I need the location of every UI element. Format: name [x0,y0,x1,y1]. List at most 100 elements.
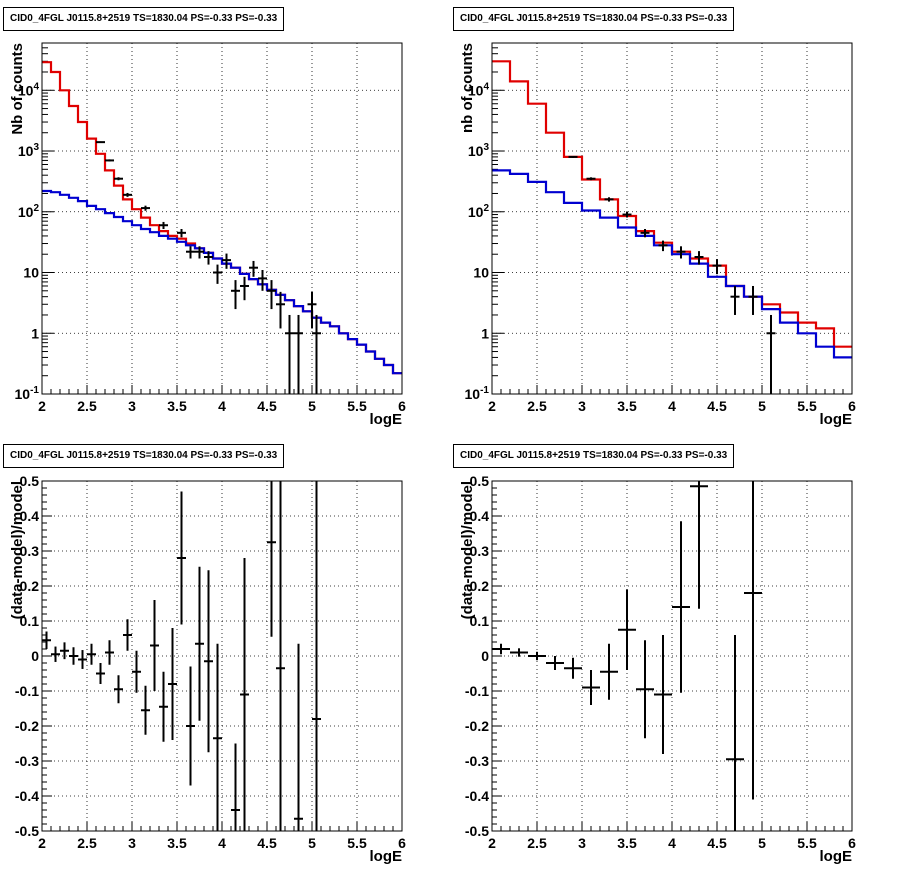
data-point [186,246,195,259]
y-tick-label: 0.3 [20,543,40,559]
data-point [69,647,78,665]
x-tick-label: 3 [578,398,586,414]
y-axis-label: Nb of counts [9,43,26,135]
y-tick-label: 0.1 [20,613,40,629]
x-tick-label: 2 [488,398,496,414]
x-tick-label: 4.5 [707,835,727,851]
y-tick-label: -0.4 [15,788,39,804]
x-tick-label: 2.5 [527,398,547,414]
x-tick-label: 2.5 [527,835,547,851]
x-axis-label: logE [370,411,403,428]
y-tick-label: 102 [18,203,40,220]
data-point [546,656,564,670]
data-point [604,197,614,202]
y-tick-label: 10 [23,265,39,281]
x-tick-label: 3.5 [167,398,187,414]
data-point [78,650,87,669]
data-point [51,646,60,662]
panel-4-title: CID0_4FGL J0115.8+2519 TS=1830.04 PS=-0.… [453,444,735,468]
data-point [676,246,686,259]
data-point [114,675,123,704]
data-point [141,205,150,211]
data-point [123,192,132,197]
plot-frame [491,42,853,395]
data-point [564,657,582,679]
data-point [492,643,510,655]
data-point [177,229,186,238]
data-point [42,631,51,649]
data-point [694,251,704,265]
data-point [258,269,267,291]
data-point [222,253,231,269]
data-point [276,291,285,329]
data-point [712,259,722,275]
x-tick-label: 4 [218,398,226,414]
data-point [726,635,744,831]
data-point [195,246,204,259]
data-point [582,670,600,705]
x-axis-label: logE [820,848,853,865]
data-point [267,280,276,310]
x-tick-label: 5.5 [797,398,817,414]
data-point [600,643,618,700]
x-tick-label: 2.5 [77,835,97,851]
data-point [114,177,123,181]
plot-frame [491,480,853,832]
x-tick-label: 4.5 [257,835,277,851]
data-point [285,314,294,394]
chart-panel-2: 2 2.5 3 3.5 4 4.5 5 5.5 6 10-1 1 10 102 103 104 logE nb … [459,42,856,428]
y-tick-label: -0.5 [15,823,39,839]
x-tick-label: 5 [758,398,766,414]
y-tick-label: 104 [468,81,490,98]
panel-3-title: CID0_4FGL J0115.8+2519 TS=1830.04 PS=-0.… [3,444,285,468]
y-tick-label: 0.2 [20,578,40,594]
data-point [195,566,204,721]
data-point [622,211,632,218]
data-point [307,291,317,329]
y-tick-label: 1 [481,325,489,341]
model-component-line [492,169,852,359]
y-tick-label: 0.5 [470,473,490,489]
data-point [312,481,321,831]
y-tick-label: -0.2 [15,718,39,734]
y-tick-label: 0 [481,648,489,664]
data-point [231,280,240,310]
data-point [276,481,285,831]
y-axis-label: (data-model)/model [459,481,476,619]
data-point [636,640,654,739]
x-tick-label: 6 [848,398,856,414]
data-point [168,628,177,740]
data-point [213,643,222,831]
x-tick-label: 4.5 [257,398,277,414]
y-tick-label: 0.5 [20,473,40,489]
data-point [618,589,636,670]
x-tick-label: 4 [668,398,676,414]
x-tick-label: 2 [38,835,46,851]
x-tick-label: 2.5 [77,398,97,414]
data-point [150,600,159,691]
data-point [672,521,690,693]
y-tick-label: 102 [468,203,490,220]
y-tick-label: 0.1 [470,613,490,629]
y-tick-label: 10-1 [15,385,40,402]
y-tick-label: -0.3 [465,753,489,769]
data-point [159,221,168,230]
x-tick-label: 3 [128,398,136,414]
y-tick-label: 0.4 [20,508,40,524]
data-point [654,635,672,754]
data-point [748,285,758,315]
data-point [294,314,303,394]
data-point [510,648,528,657]
data-point [586,177,596,181]
x-tick-label: 6 [398,835,406,851]
data-point [60,642,69,660]
x-tick-label: 4 [668,835,676,851]
x-tick-label: 2 [488,835,496,851]
data-point [186,666,195,786]
data-point [730,285,740,315]
y-tick-label: 10 [473,265,489,281]
data-point [105,159,114,162]
y-tick-label: 0.4 [470,508,490,524]
model-component-line [42,189,402,375]
x-tick-label: 6 [848,835,856,851]
